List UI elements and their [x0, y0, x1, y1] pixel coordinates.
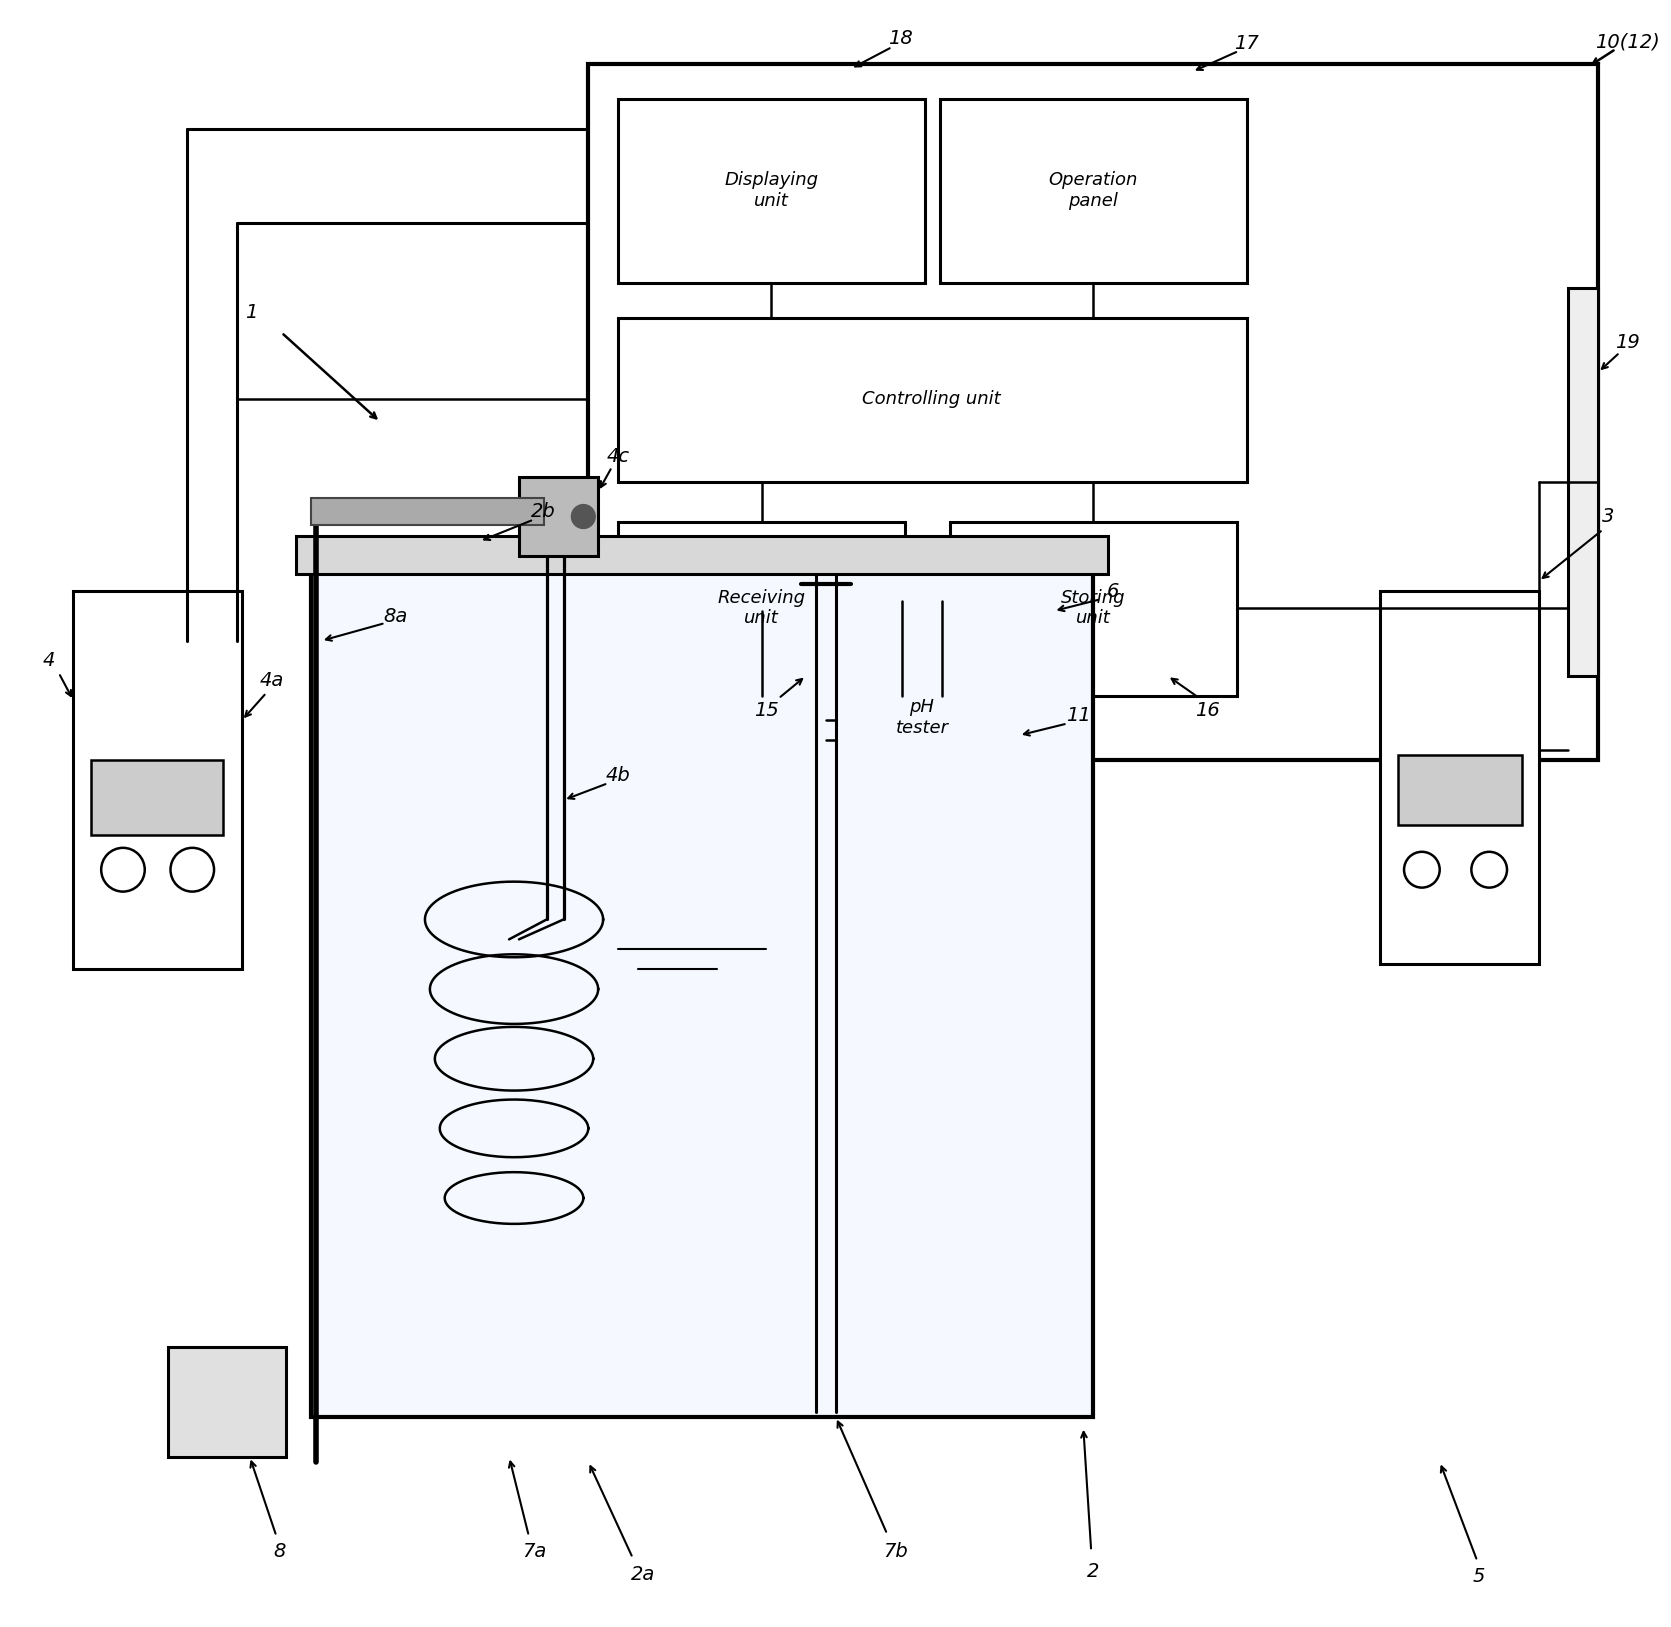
Text: Operation
panel: Operation panel [1048, 171, 1138, 210]
Text: 2: 2 [1088, 1562, 1100, 1580]
Text: 8: 8 [272, 1542, 286, 1560]
Text: 4: 4 [42, 651, 55, 670]
Text: 11: 11 [1066, 706, 1091, 726]
Bar [939, 99, 1247, 283]
Text: pH
tester: pH tester [896, 698, 949, 737]
Bar [949, 522, 1237, 696]
Text: 5: 5 [1474, 1567, 1486, 1586]
Bar [311, 561, 1093, 1417]
Text: 7a: 7a [523, 1542, 546, 1560]
Bar [74, 591, 242, 970]
Text: Receiving
unit: Receiving unit [717, 589, 805, 628]
Circle shape [170, 848, 214, 892]
Text: 1: 1 [246, 303, 257, 322]
Text: 4a: 4a [259, 672, 284, 690]
Text: 2b: 2b [531, 503, 556, 521]
Circle shape [1404, 853, 1440, 888]
Circle shape [1472, 853, 1507, 888]
Text: 15: 15 [754, 701, 779, 721]
Bar [167, 1347, 286, 1456]
Bar [825, 600, 1019, 835]
Bar [588, 63, 1597, 760]
Text: 10(12): 10(12) [1596, 33, 1661, 52]
Bar [1569, 288, 1597, 675]
Bar [618, 522, 906, 696]
Text: 4c: 4c [607, 447, 630, 467]
Text: Controlling unit: Controlling unit [862, 390, 1001, 408]
Bar [311, 498, 543, 526]
Text: 3: 3 [1602, 508, 1614, 526]
Bar [296, 537, 1108, 574]
Text: 6: 6 [1106, 581, 1120, 600]
Text: 7b: 7b [882, 1542, 907, 1560]
Circle shape [571, 504, 595, 529]
Text: 8a: 8a [383, 607, 408, 625]
Text: 19: 19 [1616, 334, 1641, 351]
Text: 16: 16 [1195, 701, 1220, 721]
Text: Displaying
unit: Displaying unit [725, 171, 819, 210]
Bar [1380, 591, 1539, 965]
Text: 17: 17 [1235, 34, 1258, 54]
Bar [1399, 755, 1522, 825]
Text: 2a: 2a [630, 1565, 655, 1583]
Circle shape [102, 848, 145, 892]
Text: 18: 18 [887, 29, 912, 49]
Bar [92, 760, 222, 835]
Bar [520, 477, 598, 556]
Text: 4b: 4b [605, 766, 630, 784]
Text: Storing
unit: Storing unit [1061, 589, 1126, 628]
Bar [618, 317, 1247, 482]
Bar [618, 99, 924, 283]
